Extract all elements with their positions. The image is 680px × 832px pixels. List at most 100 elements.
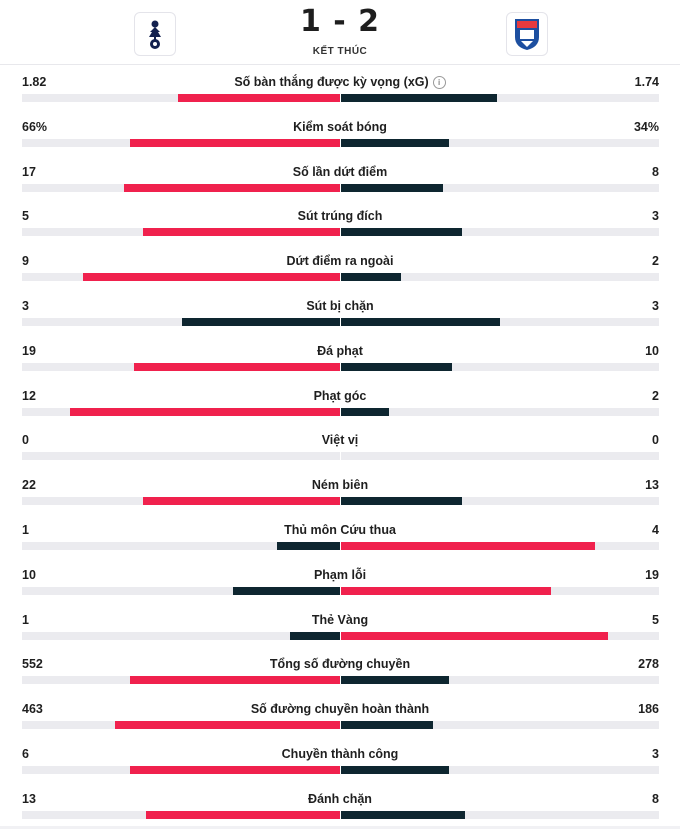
- away-stat-value: 3: [652, 298, 659, 313]
- away-bar-track: [341, 94, 659, 102]
- home-stat-bar: [130, 676, 341, 685]
- stat-label-text: Phạt góc: [313, 388, 367, 403]
- stat-row: 12 Phạt góc 2: [0, 384, 680, 429]
- stat-label-text: Đá phạt: [317, 343, 363, 358]
- center-divider: [340, 94, 341, 102]
- away-bar-track: [341, 407, 659, 416]
- home-stat-value: 17: [22, 164, 36, 179]
- stat-row: 1.82 Số bàn thắng được kỳ vọng (xG) i 1.74: [0, 70, 680, 115]
- home-bar-track: [22, 228, 341, 237]
- away-stat-bar: [341, 631, 609, 640]
- stat-label-text: Kiểm soát bóng: [293, 119, 387, 134]
- center-divider: [340, 407, 341, 416]
- home-stat-value: 552: [22, 657, 43, 672]
- away-stat-value: 34%: [633, 119, 659, 134]
- home-stat-bar: [143, 497, 341, 506]
- home-bar-track: [22, 810, 341, 819]
- footer-divider: [0, 826, 680, 829]
- stat-row: 6 Chuyền thành công 3: [0, 742, 680, 787]
- away-stat-bar: [341, 541, 596, 550]
- stat-label: Thủ môn Cứu thua: [140, 523, 540, 537]
- home-stat-bar: [69, 407, 341, 416]
- home-stat-value: 6: [22, 746, 29, 761]
- stat-label: Sút trúng đích: [140, 209, 540, 223]
- away-stat-value: 4: [652, 522, 659, 537]
- stat-row: 0 Việt vị 0: [0, 428, 680, 473]
- away-bar-track: [341, 273, 659, 282]
- away-bar-track: [341, 228, 659, 237]
- home-stat-bar: [114, 721, 341, 730]
- stat-row: 66% Kiểm soát bóng 34%: [0, 115, 680, 160]
- away-bar-track: [341, 317, 659, 326]
- center-divider: [340, 541, 341, 550]
- ipswich-crest-icon: [515, 19, 539, 50]
- away-stat-bar: [341, 362, 453, 371]
- away-stat-value: 3: [652, 746, 659, 761]
- away-stat-value: 8: [652, 791, 659, 806]
- home-stat-value: 1.82: [22, 75, 47, 89]
- away-stat-bar: [341, 138, 450, 147]
- home-stat-bar: [232, 586, 341, 595]
- home-stat-value: 5: [22, 209, 29, 224]
- stat-label-text: Phạm lỗi: [313, 567, 367, 582]
- away-bar-track: [341, 541, 659, 550]
- stat-label-text: Dứt điểm ra ngoài: [286, 254, 394, 269]
- home-bar-track: [22, 273, 341, 282]
- stat-label-text: Số lần dứt điểm: [292, 164, 388, 179]
- stat-row: 1 Thẻ Vàng 5: [0, 608, 680, 653]
- center-divider: [340, 452, 341, 461]
- away-stat-bar: [341, 586, 551, 595]
- away-stat-bar: [341, 273, 402, 282]
- stat-row: 19 Đá phạt 10: [0, 339, 680, 384]
- stat-label: Số lần dứt điểm: [140, 165, 540, 179]
- stat-label-text: Số bàn thắng được kỳ vọng (xG): [234, 75, 429, 89]
- away-team-badge[interactable]: [506, 12, 548, 56]
- stat-label-text: Việt vị: [321, 433, 359, 448]
- home-stat-bar: [124, 183, 341, 192]
- home-stat-bar: [82, 273, 341, 282]
- stat-row: 10 Phạm lỗi 19: [0, 563, 680, 608]
- home-bar-track: [22, 183, 341, 192]
- away-bar-track: [341, 586, 659, 595]
- home-stat-bar: [277, 541, 341, 550]
- away-stat-bar: [341, 183, 443, 192]
- stat-row: 13 Đánh chặn 8: [0, 787, 680, 832]
- center-divider: [340, 228, 341, 237]
- stat-label: Sút bị chặn: [140, 299, 540, 313]
- home-bar-track: [22, 362, 341, 371]
- stat-label: Số bàn thắng được kỳ vọng (xG) i: [140, 75, 540, 89]
- away-bar-track: [341, 452, 659, 461]
- stat-row: 552 Tổng số đường chuyền 278: [0, 652, 680, 697]
- stat-label: Việt vị: [140, 433, 540, 447]
- away-stat-value: 186: [638, 702, 659, 717]
- home-bar-track: [22, 586, 341, 595]
- away-stat-bar: [341, 228, 462, 237]
- home-team-badge[interactable]: [134, 12, 176, 56]
- away-stat-value: 2: [652, 388, 659, 403]
- home-stat-value: 12: [22, 388, 36, 403]
- home-stat-value: 1: [22, 612, 29, 627]
- home-stat-bar: [289, 631, 341, 640]
- away-stat-bar: [341, 676, 450, 685]
- stat-label-text: Ném biên: [311, 478, 369, 493]
- home-stat-bar: [178, 94, 341, 102]
- home-bar-track: [22, 721, 341, 730]
- home-stat-value: 1: [22, 522, 29, 537]
- home-bar-track: [22, 631, 341, 640]
- away-bar-track: [341, 362, 659, 371]
- away-stat-value: 2: [652, 254, 659, 269]
- stat-row: 5 Sút trúng đích 3: [0, 204, 680, 249]
- stat-label-text: Sút bị chặn: [306, 298, 374, 313]
- center-divider: [340, 317, 341, 326]
- home-stat-value: 0: [22, 433, 29, 448]
- away-bar-track: [341, 631, 659, 640]
- home-stat-bar: [146, 810, 341, 819]
- home-bar-track: [22, 676, 341, 685]
- home-stat-value: 19: [22, 343, 36, 358]
- stat-label-text: Chuyền thành công: [281, 746, 399, 761]
- home-stat-value: 9: [22, 254, 29, 269]
- home-bar-track: [22, 317, 341, 326]
- away-stat-value: 3: [652, 209, 659, 224]
- center-divider: [340, 138, 341, 147]
- info-icon[interactable]: i: [432, 76, 446, 89]
